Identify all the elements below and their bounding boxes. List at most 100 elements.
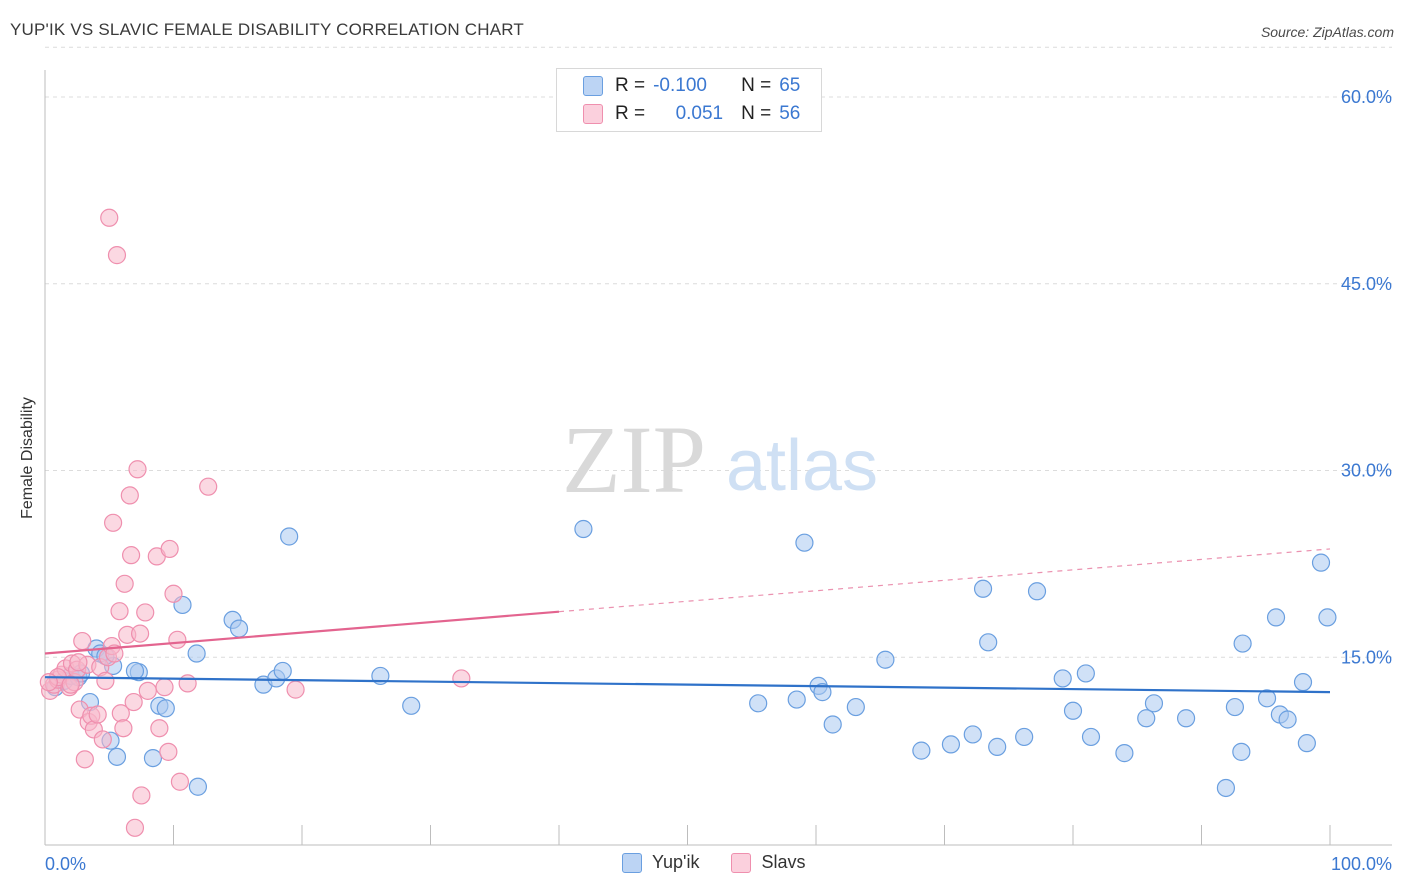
y-tick-label: 15.0% <box>1341 647 1392 667</box>
yupik-point <box>1137 709 1156 728</box>
slavs-point <box>100 208 119 227</box>
source-credit: Source: ZipAtlas.com <box>1260 24 1394 40</box>
legend-label-yupik: Yup'ik <box>652 852 700 872</box>
slavs-point <box>159 742 178 761</box>
slavs-point <box>452 669 471 688</box>
yupik-point <box>125 661 145 681</box>
legend-n-value: 65 <box>779 75 801 96</box>
yupik-point <box>1015 727 1034 747</box>
y-tick-label: 60.0% <box>1341 87 1392 107</box>
slavs-point <box>121 546 141 565</box>
legend-r-value: -0.100 <box>653 75 707 96</box>
slavs-point <box>138 681 157 700</box>
correlation-legend: R = -0.100 N = 65 R = 0.051 N = 56 <box>556 68 822 132</box>
yupik-point <box>188 777 208 796</box>
yupik-point <box>1076 664 1095 683</box>
yupik-point <box>1144 694 1164 713</box>
legend-row-yupik: R = -0.100 N = 65 <box>583 73 800 99</box>
yupik-point <box>979 633 998 652</box>
yupik-point <box>273 661 292 681</box>
legend-item-yupik[interactable]: Yup'ik <box>622 852 699 873</box>
watermark-atlas: atlas <box>726 426 878 506</box>
x-tick-label: 100.0% <box>1331 854 1392 874</box>
legend-swatch-slavs <box>731 852 752 873</box>
slavs-point <box>96 671 115 691</box>
slavs-point <box>110 602 129 621</box>
slavs-point <box>75 750 94 769</box>
yupik-point <box>1318 608 1337 627</box>
yupik-point <box>1216 778 1236 798</box>
yupik-point <box>1233 634 1252 653</box>
yupik-point <box>143 748 163 768</box>
legend-swatch-yupik <box>583 76 603 96</box>
yupik-point <box>813 683 832 702</box>
slavs-point <box>160 539 179 559</box>
axis-layer <box>44 70 1392 846</box>
legend-label-slavs: Slavs <box>761 852 806 872</box>
yupik-point <box>574 519 593 539</box>
slavs-points <box>39 208 471 837</box>
yupik-point <box>876 650 895 669</box>
slavs-point <box>132 786 151 805</box>
yupik-point <box>823 715 842 734</box>
yupik-point <box>1176 709 1196 728</box>
yupik-point <box>1063 701 1083 720</box>
slavs-point <box>69 653 88 672</box>
yupik-point <box>1115 744 1134 763</box>
legend-n-label: N = <box>741 103 772 124</box>
legend-swatch-slavs <box>583 104 603 124</box>
slavs-point <box>115 574 134 593</box>
slavs-point <box>73 631 92 651</box>
yupik-point <box>402 696 421 715</box>
legend-row-slavs: R = 0.051 N = 56 <box>583 101 800 127</box>
yupik-point <box>973 579 993 598</box>
legend-swatch-yupik <box>622 852 642 873</box>
slavs-point <box>178 674 197 693</box>
yupik-point <box>1225 697 1245 717</box>
yupik-point <box>941 735 961 754</box>
yupik-point <box>280 527 299 546</box>
slavs-point <box>170 772 190 791</box>
yupik-point <box>1278 710 1297 729</box>
yupik-points <box>46 519 1337 798</box>
watermark-zip: ZIP <box>562 406 706 513</box>
yupik-point <box>963 725 982 744</box>
chart-title: YUP'IK VS SLAVIC FEMALE DISABILITY CORRE… <box>10 20 525 39</box>
slavs-point <box>104 513 123 532</box>
slavs-point <box>93 730 112 749</box>
yupik-point <box>1081 727 1101 747</box>
slavs-point <box>168 630 187 649</box>
yupik-point <box>1257 689 1277 708</box>
yupik-point <box>1266 608 1286 627</box>
yupik-point <box>229 619 249 638</box>
legend-n-label: N = <box>741 75 772 96</box>
yupik-point <box>1311 553 1331 572</box>
slavs-point <box>128 460 147 479</box>
x-tick-label: 0.0% <box>45 854 86 874</box>
slavs-point <box>164 584 183 603</box>
slavs-point <box>61 675 80 694</box>
slavs-point <box>130 624 150 643</box>
slavs-point <box>136 603 155 622</box>
legend-item-slavs[interactable]: Slavs <box>731 852 806 873</box>
slavs-point <box>125 818 145 837</box>
yupik-point <box>1027 582 1047 601</box>
yupik-point <box>1232 742 1251 761</box>
yupik-point <box>787 690 806 709</box>
grid-layer <box>45 46 1392 658</box>
slavs-point <box>150 719 169 738</box>
slavs-point <box>88 705 107 724</box>
legend-n-value: 56 <box>779 103 801 124</box>
slavs-trend-line-dashed <box>558 548 1331 613</box>
series-legend: Yup'ik Slavs <box>622 852 838 873</box>
yupik-point <box>912 741 931 760</box>
yupik-point <box>107 747 127 766</box>
legend-r-label: R = <box>615 103 646 124</box>
y-tick-label: 30.0% <box>1341 461 1392 481</box>
slavs-trend-line <box>44 610 560 655</box>
yupik-point <box>187 644 206 663</box>
trend-layer <box>44 548 1331 694</box>
legend-r-value: 0.051 <box>675 103 724 124</box>
slavs-point <box>286 680 305 699</box>
legend-r-label: R = <box>615 75 646 96</box>
